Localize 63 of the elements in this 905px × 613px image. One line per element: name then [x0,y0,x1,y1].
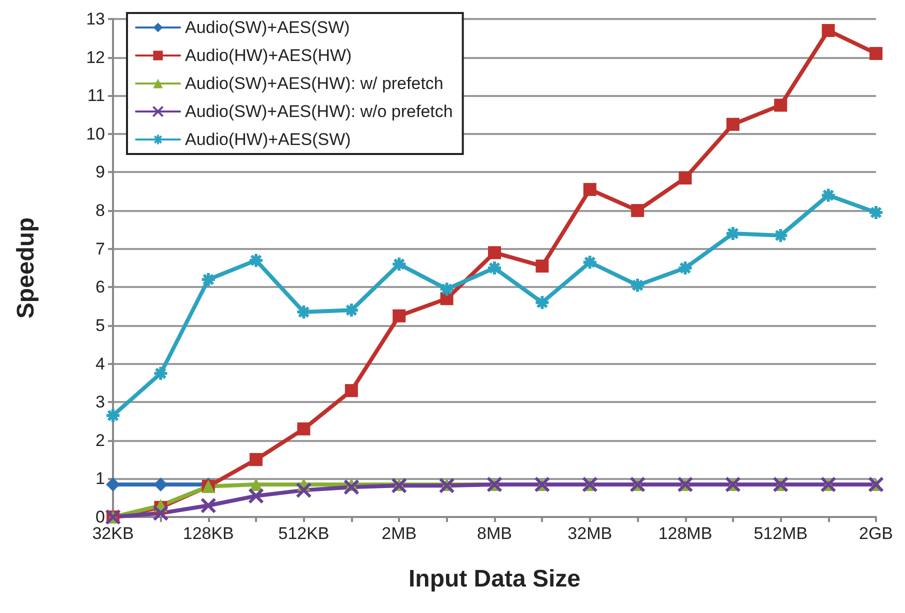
legend-label: Audio(SW)+AES(SW) [185,18,350,37]
y-axis-title: Speedup [12,217,40,319]
point [154,477,168,492]
legend-label: Audio(HW)+AES(HW) [185,46,352,65]
point [250,453,263,466]
point [392,309,406,322]
y-tick-label: 10 [86,124,105,144]
point [822,24,835,37]
y-tick-label: 8 [96,201,105,220]
y-tick-label: 6 [96,278,105,297]
y-tick-label: 5 [96,316,105,335]
point [774,98,788,112]
point [152,365,169,382]
point [870,46,882,60]
x-tick-label: 8MB [477,524,512,543]
x-tick-label: 32MB [568,524,612,543]
point [391,256,408,272]
point [677,260,694,276]
legend-label: Audio(SW)+AES(HW): w/o prefetch [185,102,453,121]
x-tick-label: 512MB [754,524,808,543]
point [726,118,740,131]
y-tick-label: 2 [96,430,105,450]
point [296,482,312,498]
y-tick-label: 3 [96,392,105,412]
y-tick-label: 1 [96,469,105,488]
point [438,478,455,494]
point [820,187,836,204]
point [248,488,264,504]
x-tick-label: 512KB [278,524,330,543]
point [343,479,360,496]
x-tick-label: 128MB [658,524,712,543]
y-tick-label: 11 [87,86,105,106]
point [438,281,455,298]
point [536,260,549,273]
x-tick-label: 32KB [92,524,134,543]
x-tick-label: 2GB [858,524,894,543]
point [631,204,644,218]
point [152,505,169,522]
point [200,498,216,514]
point [534,294,550,310]
point [678,171,692,184]
point [248,252,264,268]
y-tick-label: 7 [96,239,105,258]
y-tick-label: 13 [86,10,105,28]
y-tick-label: 0 [96,508,105,526]
point [391,478,408,494]
legend-label: Audio(HW)+AES(SW) [185,130,351,149]
legend-label: Audio(SW)+AES(HW): w/ prefetch [185,74,444,93]
point [297,422,310,436]
y-tick-label: 12 [86,48,105,67]
point [630,277,646,294]
point [200,271,216,288]
point [583,182,596,196]
y-tick-label: 4 [96,354,105,374]
x-tick-label: 2MB [382,524,417,543]
point [582,254,598,270]
point [344,384,358,398]
x-tick-label: 128KB [182,524,234,543]
x-axis-title: Input Data Size [408,566,581,592]
point [486,260,502,276]
y-tick-label: 9 [96,162,105,182]
point [488,246,501,260]
point [106,477,120,492]
